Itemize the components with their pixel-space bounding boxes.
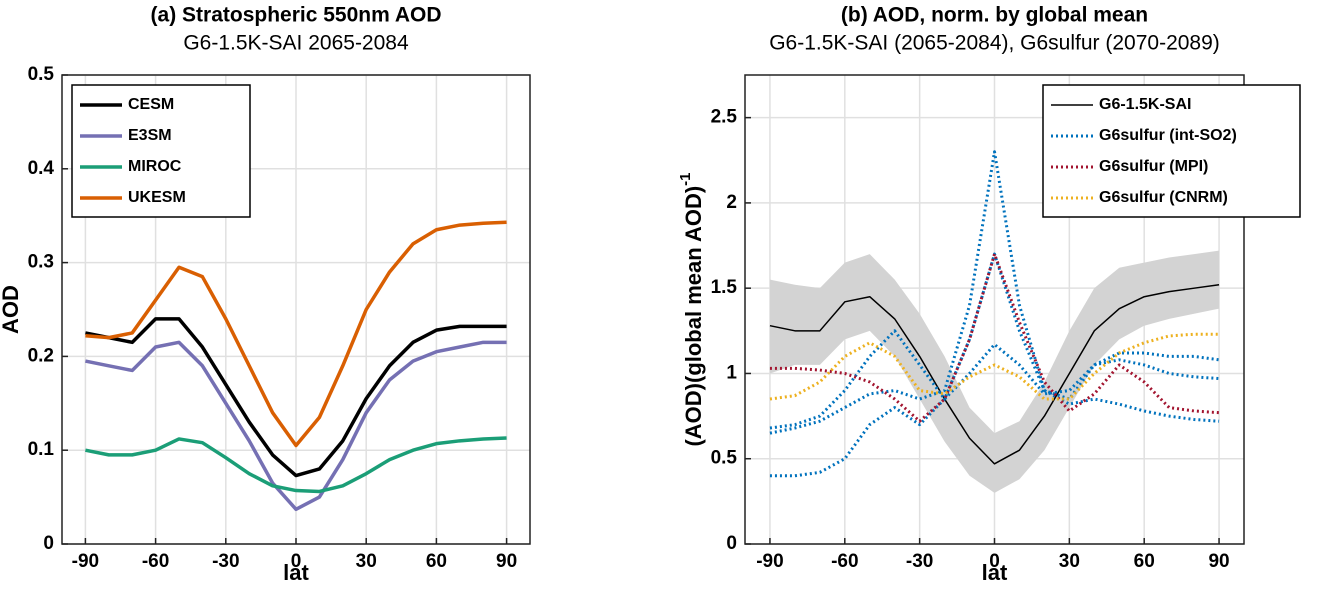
legend-label: CESM: [128, 96, 174, 113]
x-axis-label: lat: [283, 560, 309, 585]
series-line: [769, 150, 1220, 435]
x-tick-label: 30: [1059, 551, 1080, 572]
series-line: [769, 252, 1220, 478]
x-tick-label: 90: [1208, 551, 1229, 572]
y-tick-label: 0.1: [28, 439, 55, 460]
y-tick-label: 0.5: [711, 448, 738, 469]
y-tick-label: 0: [726, 533, 737, 554]
y-tick-label: 1: [726, 362, 737, 383]
axes-box: [744, 74, 1245, 545]
x-tick-label: 30: [356, 551, 377, 572]
legend-label: G6-1.5K-SAI: [1099, 96, 1191, 113]
y-axis-label-superscript: -1: [677, 172, 694, 185]
y-tick-label: 0.4: [28, 158, 55, 179]
y-tick-label: 1.5: [711, 277, 738, 298]
chart-subtitle: G6-1.5K-SAI 2065-2084: [183, 32, 409, 55]
chart-title: (b) AOD, norm. by global mean: [841, 4, 1148, 27]
legend-label: E3SM: [128, 127, 172, 144]
series-line: [769, 329, 1220, 430]
legend-box: [1042, 84, 1301, 218]
x-tick-label: -60: [831, 551, 858, 572]
y-axis-label-text: AOD: [0, 285, 23, 334]
x-axis-label: lat: [982, 560, 1008, 585]
y-axis-label: (AOD)(global mean AOD)-1: [677, 172, 706, 446]
x-tick-label: -60: [142, 551, 169, 572]
series-line: [769, 332, 1220, 401]
series-line: [769, 252, 1220, 423]
series-line: [85, 340, 507, 512]
x-tick-label: 90: [496, 551, 517, 572]
y-tick-label: 0: [43, 533, 54, 554]
axes-box: [61, 74, 531, 545]
x-tick-label: 60: [1134, 551, 1155, 572]
range-band: [769, 250, 1220, 493]
legend-label: G6sulfur (int-SO2): [1099, 127, 1237, 144]
x-tick-label: -90: [72, 551, 99, 572]
legend-label: G6sulfur (MPI): [1099, 158, 1208, 175]
series-line: [85, 317, 507, 478]
x-tick-label: -90: [756, 551, 783, 572]
y-tick-label: 2.5: [711, 107, 738, 128]
legend-label: UKESM: [128, 189, 186, 206]
x-tick-label: 60: [426, 551, 447, 572]
y-tick-label: 0.3: [28, 252, 54, 273]
y-axis-label-text: (AOD)(global mean AOD): [681, 186, 706, 447]
legend-label: G6sulfur (CNRM): [1099, 189, 1228, 206]
y-tick-label: 0.2: [28, 345, 54, 366]
x-tick-label: -30: [212, 551, 239, 572]
y-axis-label: AOD: [0, 285, 23, 334]
y-tick-label: 2: [726, 192, 737, 213]
series-line: [85, 220, 507, 448]
x-tick-label: -30: [906, 551, 933, 572]
legend-label: MIROC: [128, 158, 182, 175]
chart-subtitle: G6-1.5K-SAI (2065-2084), G6sulfur (2070-…: [769, 32, 1220, 55]
y-tick-label: 0.5: [28, 64, 55, 85]
legend-box: [71, 84, 251, 218]
x-tick-label: 0: [989, 551, 1000, 572]
chart-title: (a) Stratospheric 550nm AOD: [151, 4, 442, 27]
series-line: [769, 284, 1220, 465]
series-line: [85, 436, 507, 494]
x-tick-label: 0: [291, 551, 302, 572]
